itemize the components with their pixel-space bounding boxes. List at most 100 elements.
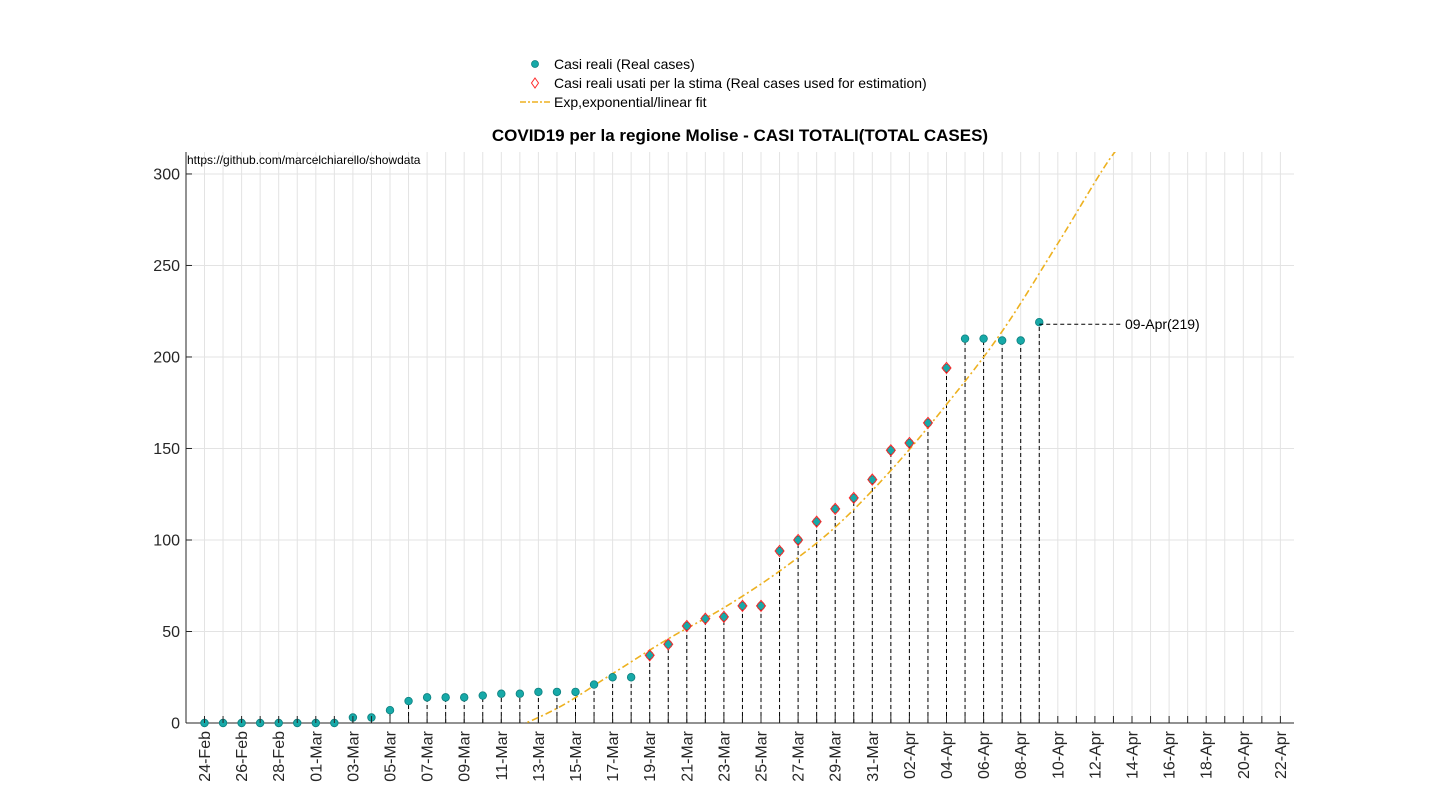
y-tick-label: 100 (153, 532, 180, 549)
real-case-point (626, 673, 636, 682)
real-case-point (979, 334, 988, 343)
x-tick-label: 21-Mar (679, 730, 696, 781)
real-case-point (812, 517, 821, 526)
real-case-point (552, 687, 562, 697)
x-tick-label: 23-Mar (716, 730, 733, 781)
real-case-point (738, 601, 747, 611)
x-tick-label: 12-Apr (1087, 730, 1104, 779)
real-case-point (589, 680, 599, 689)
x-tick-label: 20-Apr (1236, 730, 1253, 779)
x-tick-label: 16-Apr (1162, 730, 1179, 779)
x-tick-label: 06-Apr (976, 730, 993, 779)
real-case-point (701, 614, 710, 623)
fit-curve-layer (523, 152, 1117, 723)
last-value-annotation: 09-Apr(219) (1039, 316, 1200, 332)
real-case-point (886, 446, 896, 455)
estimation-point (774, 544, 785, 558)
real-case-point (960, 334, 970, 343)
x-tick-label: 13-Mar (531, 730, 548, 781)
real-case-point (868, 475, 877, 484)
estimation-point (941, 361, 952, 375)
y-tick-label: 150 (153, 441, 180, 458)
legend-diamond-marker (530, 77, 540, 89)
real-case-point (719, 612, 729, 622)
real-case-point (793, 535, 803, 545)
legend-item-used-for-estimation: Casi reali usati per la stima (Real case… (530, 75, 927, 91)
x-tick-label: 24-Feb (197, 731, 214, 782)
estimation-point (755, 599, 767, 613)
x-tick-label: 15-Mar (568, 730, 585, 781)
x-tick-label: 02-Apr (902, 730, 919, 779)
legend-item-fit: Exp,exponential/linear fit (520, 94, 707, 110)
x-tick-label: 11-Mar (494, 730, 511, 780)
real-case-point (478, 691, 487, 700)
x-tick-label: 09-Mar (457, 730, 474, 781)
y-tick-label: 0 (171, 716, 180, 733)
stem-lines (352, 322, 1040, 723)
real-case-point (923, 418, 933, 428)
y-tick-label: 50 (162, 624, 180, 641)
chart-title: COVID19 per la regione Molise - CASI TOT… (492, 126, 988, 145)
real-case-point (1035, 318, 1044, 327)
real-case-point (534, 687, 543, 697)
axes-frame (185, 152, 1294, 724)
estimation-point (792, 533, 804, 547)
x-tick-label: 28-Feb (271, 731, 288, 782)
x-tick-label: 19-Mar (642, 730, 659, 781)
x-tick-label: 18-Apr (1199, 730, 1216, 779)
y-tick-label: 200 (153, 349, 180, 366)
x-tick-label: 22-Apr (1273, 730, 1290, 779)
x-tick-label: 05-Mar (383, 730, 400, 781)
legend-item-real-cases: Casi reali (Real cases) (531, 56, 695, 72)
x-tick-label: 04-Apr (939, 730, 956, 779)
real-case-point (831, 504, 840, 514)
estimation-point (700, 612, 711, 625)
x-tick-label: 08-Apr (1013, 730, 1030, 779)
x-tick-label: 31-Mar (865, 730, 882, 781)
data-points (200, 318, 1044, 728)
annotation-label: 09-Apr(219) (1125, 316, 1200, 332)
real-case-point (608, 673, 617, 682)
real-case-point (645, 651, 654, 660)
real-case-point (385, 705, 395, 715)
real-case-point (756, 601, 766, 611)
x-tick-label: 07-Mar (420, 730, 437, 781)
source-url-note: https://github.com/marcelchiarello/showd… (187, 153, 421, 167)
y-tick-label: 250 (153, 258, 180, 275)
real-case-point (905, 438, 914, 448)
real-case-point (404, 696, 413, 706)
real-case-point (997, 336, 1007, 345)
estimation-point (663, 638, 674, 651)
real-case-point (571, 687, 580, 697)
fit-curve (523, 152, 1117, 723)
real-case-point (1016, 336, 1025, 345)
real-case-point (942, 363, 951, 373)
legend-label-fit: Exp,exponential/linear fit (554, 94, 707, 110)
real-case-point (497, 689, 506, 698)
grid-lines (186, 152, 1294, 724)
estimation-point (848, 491, 859, 505)
x-tick-label: 25-Mar (754, 730, 771, 781)
estimation-point (718, 610, 730, 624)
real-case-point (460, 693, 469, 702)
legend-circle-marker (531, 60, 539, 68)
x-tick-label: 27-Mar (791, 730, 808, 781)
legend: Casi reali (Real cases) Casi reali usati… (520, 56, 927, 110)
legend-label-used-for-estimation: Casi reali usati per la stima (Real case… (554, 75, 927, 91)
estimation-point (811, 515, 822, 528)
real-case-point (849, 493, 858, 503)
estimation-point (737, 599, 748, 613)
real-case-point (441, 693, 450, 702)
real-case-point (422, 693, 432, 702)
estimation-point (867, 473, 878, 486)
estimation-point (904, 436, 915, 450)
x-tick-label: 29-Mar (828, 730, 845, 781)
y-tick-label: 300 (153, 166, 180, 183)
estimation-point (681, 619, 692, 633)
y-axis-ticks: 0 50 100 150 200 250 300 (153, 166, 192, 733)
x-tick-label: 10-Apr (1050, 730, 1067, 779)
estimation-point (830, 502, 841, 516)
real-case-point (775, 546, 784, 556)
x-tick-label: 14-Apr (1125, 730, 1142, 779)
